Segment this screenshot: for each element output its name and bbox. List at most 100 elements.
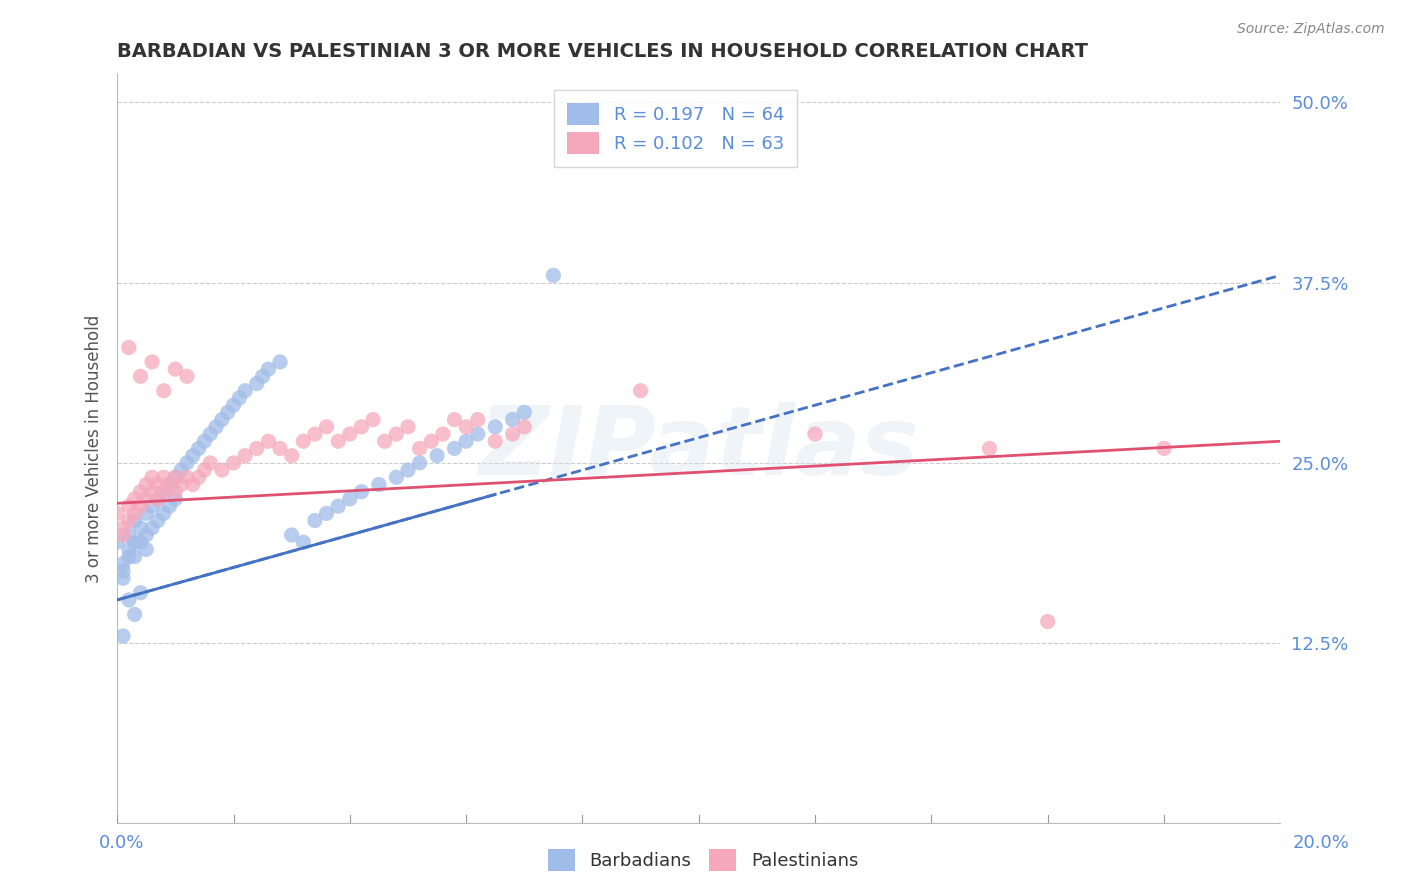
Point [135, 507, 157, 521]
Point [129, 585, 152, 599]
Point [315, 419, 337, 434]
Point [280, 449, 302, 463]
Point [315, 507, 337, 521]
Point [456, 419, 478, 434]
Point [118, 528, 141, 542]
Point [484, 419, 506, 434]
Point [118, 514, 141, 528]
Point [124, 549, 146, 564]
Point [467, 427, 489, 442]
Point [374, 434, 396, 449]
Point [513, 419, 536, 434]
Text: 20.0%: 20.0% [1294, 834, 1350, 852]
Point [193, 434, 215, 449]
Point [200, 456, 222, 470]
Point [170, 477, 193, 491]
Point [146, 491, 169, 506]
Point [228, 391, 250, 405]
Point [246, 376, 269, 391]
Legend: R = 0.197   N = 64, R = 0.102   N = 63: R = 0.197 N = 64, R = 0.102 N = 63 [554, 90, 797, 167]
Point [350, 419, 373, 434]
Point [280, 528, 302, 542]
Point [111, 629, 134, 643]
Point [257, 434, 280, 449]
Point [502, 427, 524, 442]
Point [467, 412, 489, 426]
Point [165, 491, 187, 506]
Point [176, 456, 198, 470]
Point [222, 456, 245, 470]
Point [350, 484, 373, 499]
Point [111, 528, 134, 542]
Point [146, 491, 169, 506]
Text: BARBADIAN VS PALESTINIAN 3 OR MORE VEHICLES IN HOUSEHOLD CORRELATION CHART: BARBADIAN VS PALESTINIAN 3 OR MORE VEHIC… [117, 42, 1088, 61]
Point [165, 470, 187, 484]
Point [118, 499, 141, 513]
Point [129, 484, 152, 499]
Point [111, 571, 134, 585]
Point [111, 521, 134, 535]
Point [205, 419, 228, 434]
Point [129, 521, 152, 535]
Point [328, 434, 350, 449]
Point [1036, 615, 1059, 629]
Point [159, 499, 181, 513]
Point [1153, 442, 1175, 456]
Point [111, 564, 134, 578]
Point [979, 442, 1001, 456]
Point [804, 427, 827, 442]
Point [484, 434, 506, 449]
Point [181, 477, 204, 491]
Point [396, 463, 419, 477]
Point [292, 434, 315, 449]
Point [176, 369, 198, 384]
Point [443, 442, 465, 456]
Point [152, 484, 174, 499]
Point [181, 449, 204, 463]
Point [396, 419, 419, 434]
Point [135, 477, 157, 491]
Point [385, 470, 408, 484]
Point [159, 477, 181, 491]
Point [408, 442, 430, 456]
Point [118, 593, 141, 607]
Legend: Barbadians, Palestinians: Barbadians, Palestinians [540, 842, 866, 879]
Point [141, 499, 163, 513]
Point [118, 341, 141, 355]
Point [159, 477, 181, 491]
Point [292, 535, 315, 549]
Point [217, 405, 239, 419]
Point [502, 412, 524, 426]
Point [124, 535, 146, 549]
Point [105, 535, 128, 549]
Point [141, 470, 163, 484]
Point [513, 405, 536, 419]
Point [152, 484, 174, 499]
Point [252, 369, 274, 384]
Text: 0.0%: 0.0% [98, 834, 143, 852]
Point [408, 456, 430, 470]
Point [257, 362, 280, 376]
Point [420, 434, 443, 449]
Point [187, 442, 209, 456]
Point [105, 507, 128, 521]
Point [135, 528, 157, 542]
Point [135, 542, 157, 557]
Point [304, 514, 326, 528]
Point [328, 499, 350, 513]
Point [211, 463, 233, 477]
Point [129, 535, 152, 549]
Point [385, 427, 408, 442]
Point [193, 463, 215, 477]
Point [124, 491, 146, 506]
Point [165, 362, 187, 376]
Point [141, 521, 163, 535]
Text: Source: ZipAtlas.com: Source: ZipAtlas.com [1237, 22, 1385, 37]
Point [124, 607, 146, 622]
Point [176, 470, 198, 484]
Point [135, 491, 157, 506]
Point [233, 449, 256, 463]
Point [339, 427, 361, 442]
Point [146, 514, 169, 528]
Point [129, 499, 152, 513]
